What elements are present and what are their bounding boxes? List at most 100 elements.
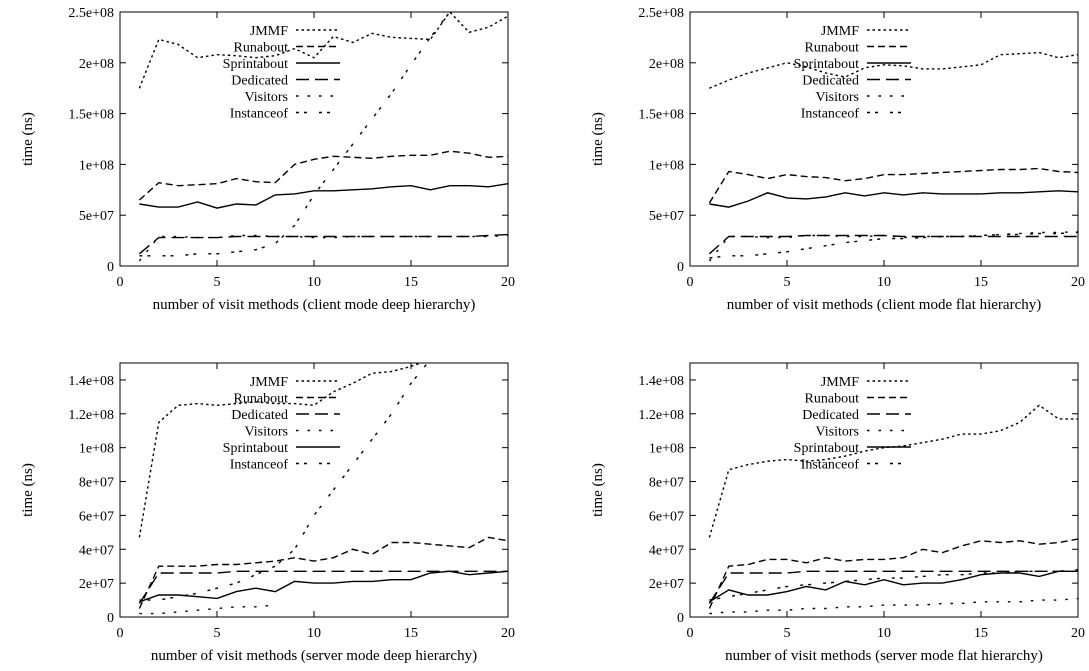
series-line-jmmf [709, 51, 1078, 89]
series-line-visitors [708, 230, 1078, 262]
y-tick-label: 4e+07 [79, 543, 114, 558]
series-line-jmmf [138, 12, 508, 89]
legend-label-sprintabout: Sprintabout [223, 441, 288, 456]
y-tick-label: 1e+08 [79, 442, 114, 457]
y-tick-label: 1.5e+08 [638, 108, 684, 123]
x-tick-label: 20 [1071, 626, 1085, 641]
series-line-sprintabout [139, 183, 508, 209]
legend-label-sprintabout: Sprintabout [794, 57, 859, 72]
y-tick-label: 2e+08 [649, 57, 684, 72]
y-axis-label: time (ns) [20, 463, 36, 517]
y-tick-label: 6e+07 [649, 509, 684, 524]
series-line-runabout [138, 536, 508, 609]
legend-label-visitors: Visitors [245, 90, 289, 105]
series-group [138, 363, 508, 615]
plot-frame [119, 11, 509, 267]
y-tick-label: 2.5e+08 [68, 6, 114, 21]
y-tick-label: 1.2e+08 [68, 408, 114, 423]
x-tick-label: 20 [501, 626, 515, 641]
legend-label-jmmf: JMMF [250, 24, 288, 39]
plot-frame [689, 11, 1079, 267]
series-line-instanceof [709, 231, 1078, 259]
legend-label-instanceof: Instanceof [230, 458, 289, 473]
series-line-visitors [138, 234, 508, 262]
x-axis-label: number of visit methods (client mode dee… [153, 297, 476, 313]
y-tick-label: 1e+08 [79, 158, 114, 173]
legend-label-visitors: Visitors [245, 425, 289, 440]
legend-label-visitors: Visitors [816, 425, 860, 440]
legend-label-jmmf: JMMF [250, 375, 288, 390]
x-tick-label: 5 [784, 626, 791, 641]
series-group [708, 51, 1078, 262]
series-line-dedicated [708, 570, 1078, 604]
chart-panel-4: 0 5 10 15 20 0 2e+07 4e+07 6e+07 8e+07 1e+08 1.2e+0… [590, 362, 1085, 664]
x-tick-label: 5 [214, 626, 221, 641]
x-tick-label: 0 [117, 275, 124, 290]
series-line-sprintabout [139, 570, 508, 603]
legend-label-instanceof: Instanceof [230, 107, 289, 122]
x-tick-label: 10 [307, 275, 321, 290]
legend-label-jmmf: JMMF [821, 24, 859, 39]
chart-panel-1: 0 5 10 15 20 0 5e+07 1e+08 1.5e+08 2e+08 2.5e+08 nu… [20, 6, 515, 313]
y-tick-label: 0 [107, 611, 114, 626]
series-line-runabout [138, 150, 508, 201]
x-tick-label: 20 [1071, 275, 1085, 290]
y-tick-label: 1e+08 [649, 158, 684, 173]
legend-label-instanceof: Instanceof [801, 458, 860, 473]
y-axis-label: time (ns) [590, 112, 606, 166]
x-tick-label: 15 [404, 626, 418, 641]
y-tick-label: 8e+07 [79, 476, 114, 491]
x-tick-label: 5 [214, 275, 221, 290]
y-tick-label: 0 [677, 260, 684, 275]
y-tick-label: 5e+07 [649, 209, 684, 224]
series-line-instanceof [709, 568, 1078, 601]
legend-label-runabout: Runabout [805, 392, 860, 407]
legend-label-sprintabout: Sprintabout [794, 441, 859, 456]
x-tick-label: 10 [307, 626, 321, 641]
series-line-visitors [139, 604, 276, 615]
chart-panel-2: 0 5 10 15 20 0 5e+07 1e+08 1.5e+08 2e+08 2.5e+08 nu… [590, 6, 1085, 313]
y-tick-label: 1.2e+08 [638, 408, 684, 423]
y-tick-label: 5e+07 [79, 209, 114, 224]
legend-label-instanceof: Instanceof [801, 107, 860, 122]
series-line-instanceof [139, 12, 451, 257]
y-tick-label: 2e+08 [79, 57, 114, 72]
legend-label-jmmf: JMMF [821, 375, 859, 390]
series-line-dedicated [138, 570, 508, 604]
series-line-sprintabout [709, 570, 1078, 603]
series-line-runabout [708, 167, 1078, 204]
y-tick-label: 1.4e+08 [638, 374, 684, 389]
legend-label-runabout: Runabout [805, 41, 860, 56]
series-line-visitors [709, 597, 1078, 615]
x-tick-label: 15 [404, 275, 418, 290]
plot-frame [119, 362, 509, 618]
legend-label-sprintabout: Sprintabout [223, 57, 288, 72]
series-group [708, 404, 1078, 615]
x-axis-label: number of visit methods (client mode fla… [727, 297, 1042, 313]
legend-label-visitors: Visitors [816, 90, 860, 105]
y-tick-label: 4e+07 [649, 543, 684, 558]
y-tick-label: 0 [107, 260, 114, 275]
y-tick-label: 2e+07 [79, 577, 114, 592]
y-tick-label: 0 [677, 611, 684, 626]
series-line-instanceof [139, 363, 429, 601]
x-tick-label: 15 [974, 626, 988, 641]
y-tick-label: 6e+07 [79, 509, 114, 524]
legend-label-dedicated: Dedicated [802, 74, 859, 89]
x-tick-label: 0 [687, 626, 694, 641]
series-group [138, 12, 508, 262]
plot-frame [689, 362, 1079, 618]
legend-label-dedicated: Dedicated [802, 408, 859, 423]
x-tick-label: 10 [877, 626, 891, 641]
y-axis-label: time (ns) [20, 112, 36, 166]
y-tick-label: 1e+08 [649, 442, 684, 457]
x-tick-label: 10 [877, 275, 891, 290]
x-tick-label: 0 [117, 626, 124, 641]
x-tick-label: 20 [501, 275, 515, 290]
legend-label-runabout: Runabout [234, 392, 289, 407]
y-tick-label: 2.5e+08 [638, 6, 684, 21]
